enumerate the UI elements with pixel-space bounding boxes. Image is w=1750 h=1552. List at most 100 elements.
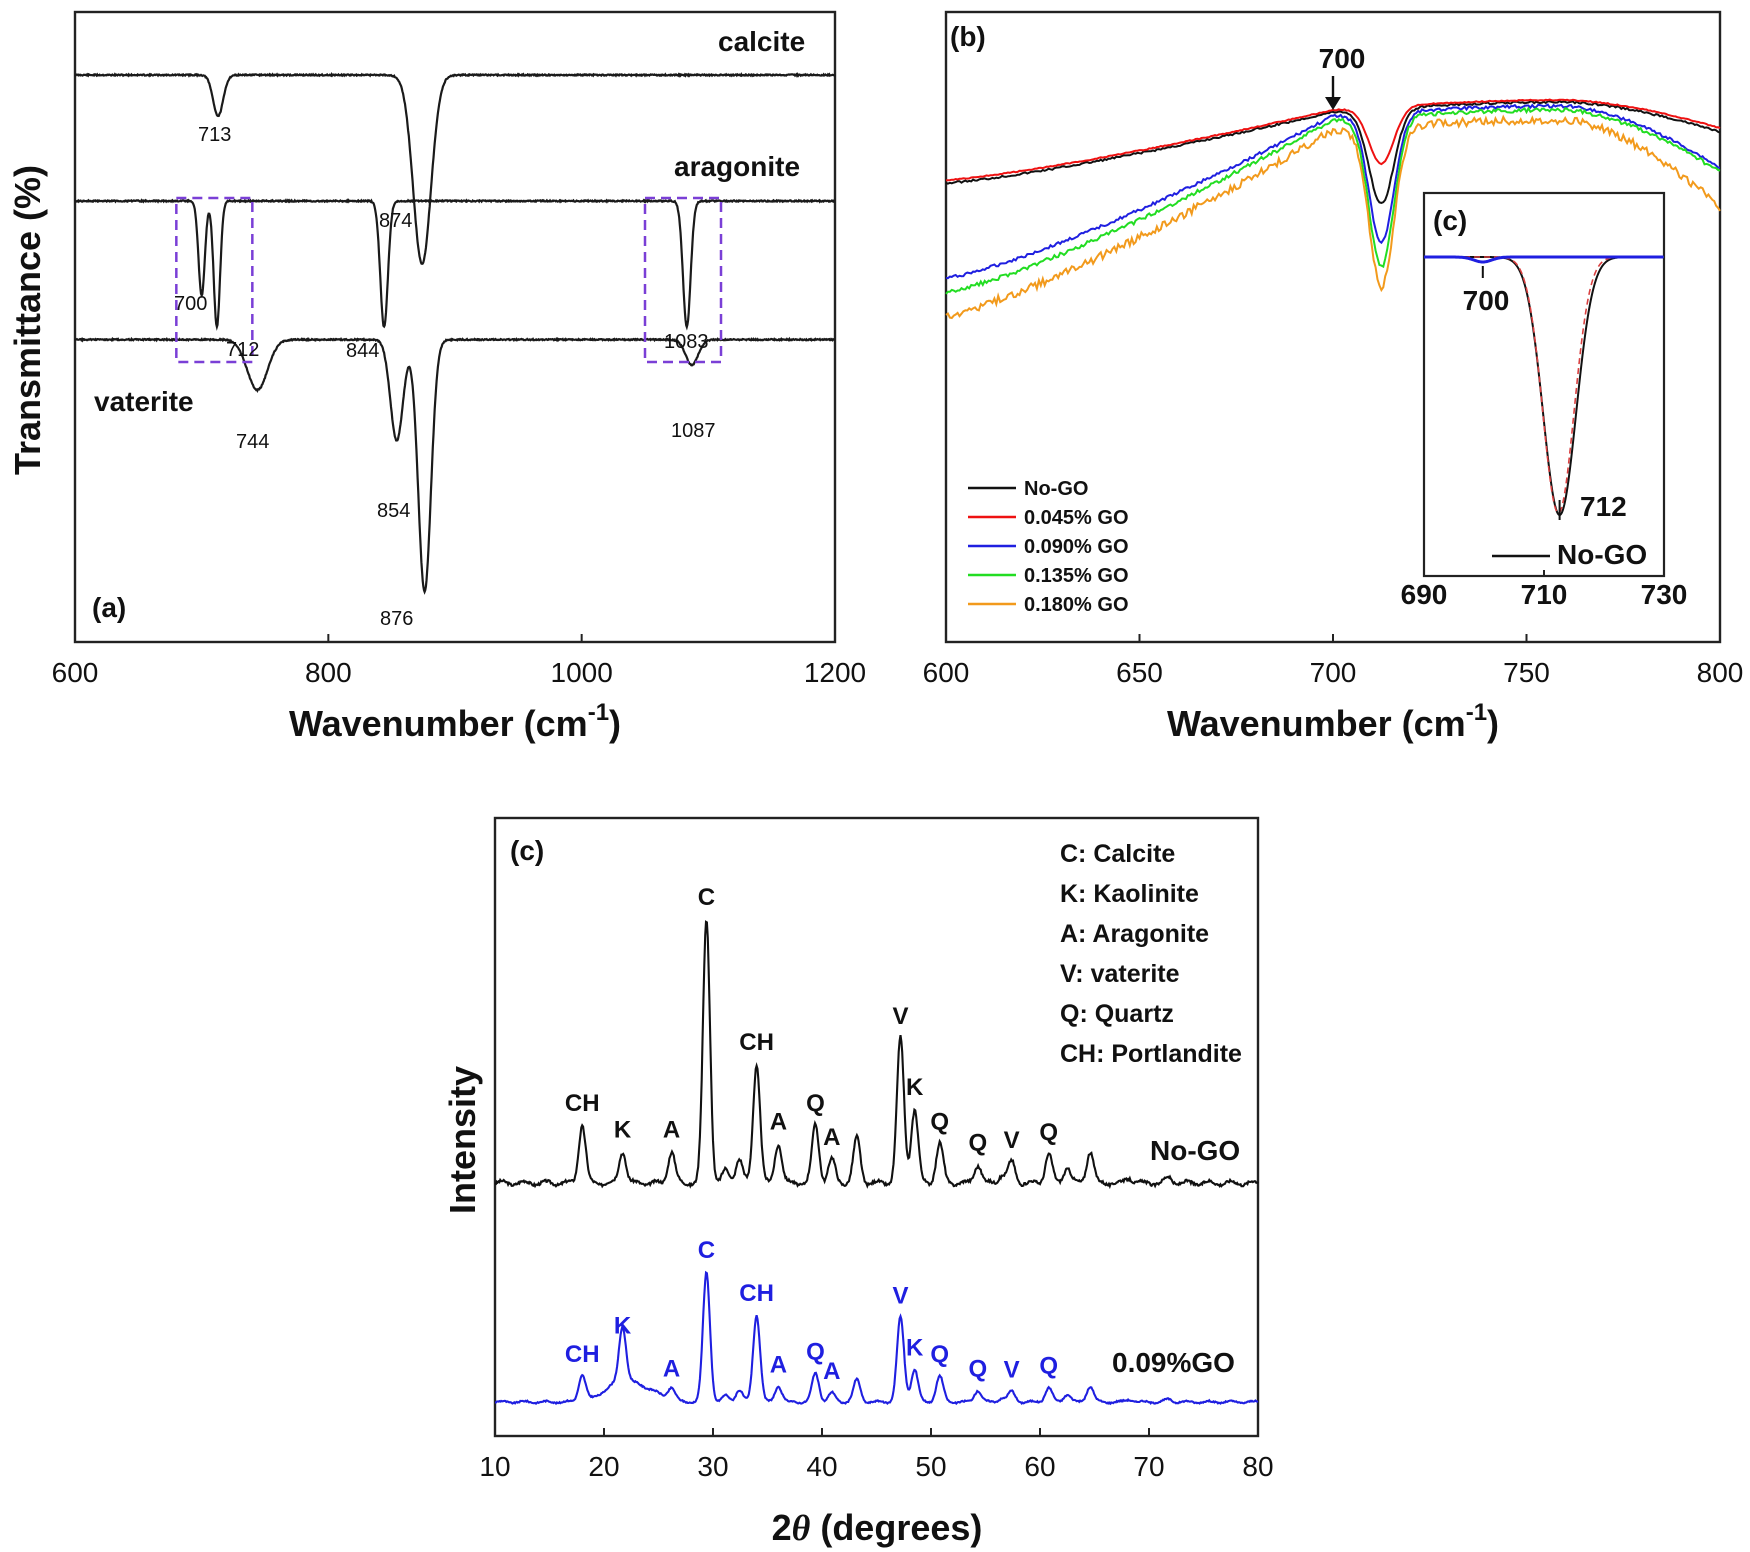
series-line-vaterite [74, 336, 836, 595]
peak-label-no-go-8: V [892, 1003, 908, 1030]
peak-label-go-9: K [906, 1335, 924, 1362]
phase-key-portlandite: CH: Portlandite [1060, 1040, 1242, 1068]
inset-panel-label: (c) [1433, 205, 1467, 236]
inset-fit-712 [1424, 256, 1664, 514]
inset-fit-700 [1424, 255, 1664, 264]
series-line-No-GO [945, 99, 1721, 204]
series-line-calcite [74, 72, 836, 265]
panel-a-x-ticks: 600 800 1000 1200 [52, 634, 866, 688]
panel-c-frame [493, 816, 1260, 1438]
peak-label-no-go-6: Q [806, 1090, 825, 1117]
panel-b-annotation-700: 700 [1319, 43, 1366, 74]
series-label-0.09-go: 0.09%GO [1112, 1347, 1235, 1378]
series-line-no-go [494, 920, 1259, 1190]
panel-b-label: (b) [950, 21, 986, 52]
panel-a-series [74, 72, 836, 595]
peak-label-no-go-1: K [614, 1116, 632, 1143]
peak-label-1083: 1083 [664, 331, 709, 353]
phase-key-kaolinite: K: Kaolinite [1060, 880, 1199, 908]
phase-key: C: Calcite K: Kaolinite A: Aragonite V: … [1060, 840, 1242, 1068]
peak-label-go-12: V [1004, 1357, 1020, 1384]
peak-label-1087: 1087 [671, 420, 716, 442]
panel-a-highlight-boxes [175, 196, 723, 364]
legend-label-0.090% GO: 0.090% GO [1024, 536, 1129, 558]
series-label-vaterite: vaterite [94, 386, 194, 417]
panel-b-tick-label-800: 800 [1697, 657, 1744, 688]
peak-label-go-10: Q [930, 1341, 949, 1368]
peak-label-no-go-0: CH [565, 1090, 600, 1117]
panel-a-tick-label-600: 600 [52, 657, 99, 688]
legend-label-0.135% GO: 0.135% GO [1024, 565, 1129, 587]
peak-label-no-go-11: Q [969, 1130, 988, 1157]
peak-label-no-go-2: A [663, 1116, 680, 1143]
panel-b-series [945, 98, 1721, 320]
panel-c-tick-label-50: 50 [915, 1451, 946, 1482]
peak-label-go-5: A [770, 1351, 787, 1378]
series-label-calcite: calcite [718, 26, 805, 57]
inset-peak-label-712: 712 [1580, 491, 1627, 522]
peak-label-744: 744 [236, 431, 269, 453]
inset-tick-label-690: 690 [1401, 579, 1448, 610]
panel-b-tick-label-700: 700 [1310, 657, 1357, 688]
peak-label-go-8: V [892, 1283, 908, 1310]
panel-b-tick-label-750: 750 [1503, 657, 1550, 688]
peak-label-874: 874 [379, 210, 412, 232]
series-line-aragonite [74, 198, 836, 331]
inset-x-ticks: 690 710 730 [1401, 570, 1688, 610]
peak-label-no-go-9: K [906, 1074, 924, 1101]
highlight-box-1 [175, 196, 254, 364]
peak-label-713: 713 [198, 124, 231, 146]
panel-c-label: (c) [510, 835, 544, 866]
legend-label-No-GO: No-GO [1024, 478, 1088, 500]
phase-key-aragonite: A: Aragonite [1060, 920, 1209, 948]
peak-label-go-1: K [614, 1312, 632, 1339]
panel-c-x-axis-label: 2θ (degrees) [772, 1507, 983, 1548]
panel-b-inset: 690 710 730 (c) 700 712 No-GO [1401, 191, 1688, 610]
inset-tick-label-730: 730 [1641, 579, 1688, 610]
panel-a-peak-labels: 713 874 700 712 844 1083 744 854 876 108… [174, 124, 716, 630]
panel-c-y-axis-label: Intensity [442, 1066, 483, 1214]
panel-c-tick-label-70: 70 [1133, 1451, 1164, 1482]
peak-label-no-go-7: A [823, 1124, 840, 1151]
peak-label-go-3: C [698, 1237, 715, 1264]
inset-frame [1422, 191, 1666, 578]
series-line-0.135% GO [945, 106, 1721, 295]
inset-series [1424, 255, 1664, 520]
panel-b-arrow-icon [1325, 76, 1341, 110]
panel-c-series [494, 920, 1259, 1406]
panel-b-x-ticks: 600 650 700 750 800 [923, 634, 1744, 688]
panel-c-tick-label-20: 20 [588, 1451, 619, 1482]
phase-key-vaterite: V: vaterite [1060, 960, 1180, 988]
panel-b-x-axis-label: Wavenumber (cm-1) [1167, 699, 1499, 744]
panel-c-tick-label-60: 60 [1024, 1451, 1055, 1482]
series-line-go [494, 1270, 1259, 1406]
panel-a-tick-label-1000: 1000 [551, 657, 613, 688]
peak-label-no-go-5: A [770, 1108, 787, 1135]
panel-a-tick-label-1200: 1200 [804, 657, 866, 688]
peak-label-go-2: A [663, 1355, 680, 1382]
peak-label-go-4: CH [739, 1280, 774, 1307]
peak-label-go-13: Q [1039, 1353, 1058, 1380]
panel-b-legend: No-GO 0.045% GO 0.090% GO 0.135% GO 0.180% G… [968, 478, 1129, 616]
series-label-aragonite: aragonite [674, 151, 800, 182]
panel-a-label: (a) [92, 592, 126, 623]
inset-peak-label-700: 700 [1463, 285, 1510, 316]
peak-label-844: 844 [346, 340, 379, 362]
peak-label-no-go-13: Q [1039, 1119, 1058, 1146]
panel-a-tick-label-800: 800 [305, 657, 352, 688]
panel-b-tick-label-600: 600 [923, 657, 970, 688]
peak-label-700: 700 [174, 293, 207, 315]
panel-c-tick-label-80: 80 [1242, 1451, 1273, 1482]
inset-legend-label: No-GO [1557, 539, 1647, 570]
phase-key-calcite: C: Calcite [1060, 840, 1175, 868]
peak-label-876: 876 [380, 608, 413, 630]
panel-a-frame [73, 10, 837, 644]
peak-label-go-7: A [823, 1358, 840, 1385]
panel-c-tick-label-10: 10 [479, 1451, 510, 1482]
peak-label-712: 712 [226, 339, 259, 361]
panel-a-ftir-reference: 600 800 1000 1200 (a) calcite aragonite vat… [7, 10, 866, 744]
legend-label-0.180% GO: 0.180% GO [1024, 594, 1129, 616]
peak-label-no-go-3: C [698, 884, 715, 911]
